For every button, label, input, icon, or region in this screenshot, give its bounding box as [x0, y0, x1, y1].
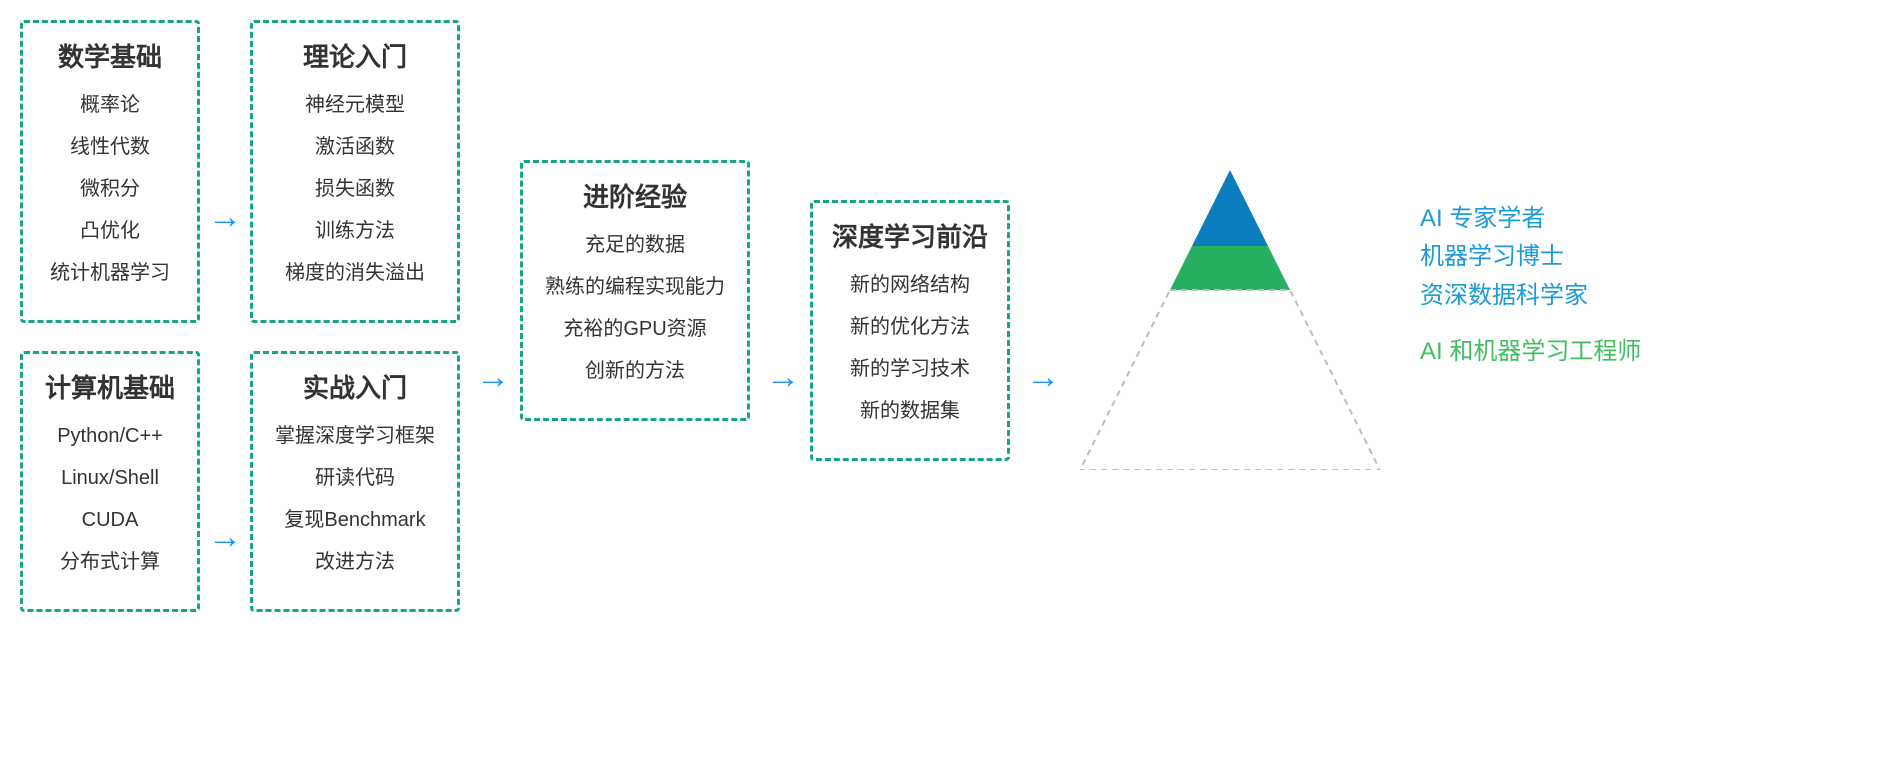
- box-item: Python/C++: [39, 423, 181, 449]
- legend: AI 专家学者机器学习博士资深数据科学家 AI 和机器学习工程师: [1420, 200, 1641, 372]
- box-item: 损失函数: [269, 176, 441, 202]
- arrow-icon: →: [476, 358, 510, 397]
- box-3-0: 深度学习前沿新的网络结构新的优化方法新的学习技术新的数据集: [810, 200, 1010, 461]
- box-item: 分布式计算: [39, 549, 181, 575]
- box-item: 训练方法: [269, 218, 441, 244]
- legend-line: 资深数据科学家: [1420, 277, 1641, 315]
- box-title: 计算机基础: [39, 368, 181, 405]
- box-item: 新的优化方法: [829, 314, 991, 340]
- column-2: 进阶经验充足的数据熟练的编程实现能力充裕的GPU资源创新的方法: [520, 160, 750, 449]
- box-item: CUDA: [39, 507, 181, 533]
- legend-line: AI 和机器学习工程师: [1420, 333, 1641, 371]
- box-item: 统计机器学习: [39, 260, 181, 286]
- box-title: 理论入门: [269, 37, 441, 74]
- box-title: 数学基础: [39, 37, 181, 74]
- box-item: 复现Benchmark: [269, 507, 441, 533]
- box-item: 新的数据集: [829, 398, 991, 424]
- box-1-0: 理论入门神经元模型激活函数损失函数训练方法梯度的消失溢出: [250, 20, 460, 323]
- box-item: 激活函数: [269, 134, 441, 160]
- box-item: 充裕的GPU资源: [539, 316, 731, 342]
- arrow-icon: →: [208, 198, 242, 237]
- box-title: 进阶经验: [539, 177, 731, 214]
- box-item: 掌握深度学习框架: [269, 423, 441, 449]
- box-item: 微积分: [39, 176, 181, 202]
- pyramid: [1080, 170, 1380, 470]
- box-2-0: 进阶经验充足的数据熟练的编程实现能力充裕的GPU资源创新的方法: [520, 160, 750, 421]
- box-item: 梯度的消失溢出: [269, 260, 441, 286]
- box-item: 研读代码: [269, 465, 441, 491]
- column-0: 数学基础概率论线性代数微积分凸优化统计机器学习计算机基础 Python/C++ Li…: [20, 20, 200, 640]
- box-item: 凸优化: [39, 218, 181, 244]
- box-item: 新的学习技术: [829, 356, 991, 382]
- box-item: 线性代数: [39, 134, 181, 160]
- box-item: Linux/Shell: [39, 465, 181, 491]
- box-item: 概率论: [39, 92, 181, 118]
- box-title: 深度学习前沿: [829, 217, 991, 254]
- box-item: 改进方法: [269, 549, 441, 575]
- box-title: 实战入门: [269, 368, 441, 405]
- legend-line: 机器学习博士: [1420, 238, 1641, 276]
- box-item: 新的网络结构: [829, 272, 991, 298]
- box-item: 创新的方法: [539, 358, 731, 384]
- pyramid-layer-bottom-outline: [1080, 290, 1380, 470]
- pyramid-layer-middle: [1170, 246, 1290, 290]
- box-0-1: 计算机基础 Python/C++ Linux/Shell CUDA 分布式计算: [20, 351, 200, 612]
- column-3: 深度学习前沿新的网络结构新的优化方法新的学习技术新的数据集: [810, 200, 1010, 489]
- pyramid-layer-top: [1192, 170, 1268, 246]
- box-1-1: 实战入门掌握深度学习框架研读代码复现Benchmark 改进方法: [250, 351, 460, 612]
- arrow-icon: →: [208, 518, 242, 557]
- box-0-0: 数学基础概率论线性代数微积分凸优化统计机器学习: [20, 20, 200, 323]
- box-item: 熟练的编程实现能力: [539, 274, 731, 300]
- box-item: 神经元模型: [269, 92, 441, 118]
- arrow-icon: →: [1026, 358, 1060, 397]
- legend-line: AI 专家学者: [1420, 200, 1641, 238]
- arrow-icon: →: [766, 358, 800, 397]
- box-item: 充足的数据: [539, 232, 731, 258]
- column-1: 理论入门神经元模型激活函数损失函数训练方法梯度的消失溢出实战入门掌握深度学习框架…: [250, 20, 460, 640]
